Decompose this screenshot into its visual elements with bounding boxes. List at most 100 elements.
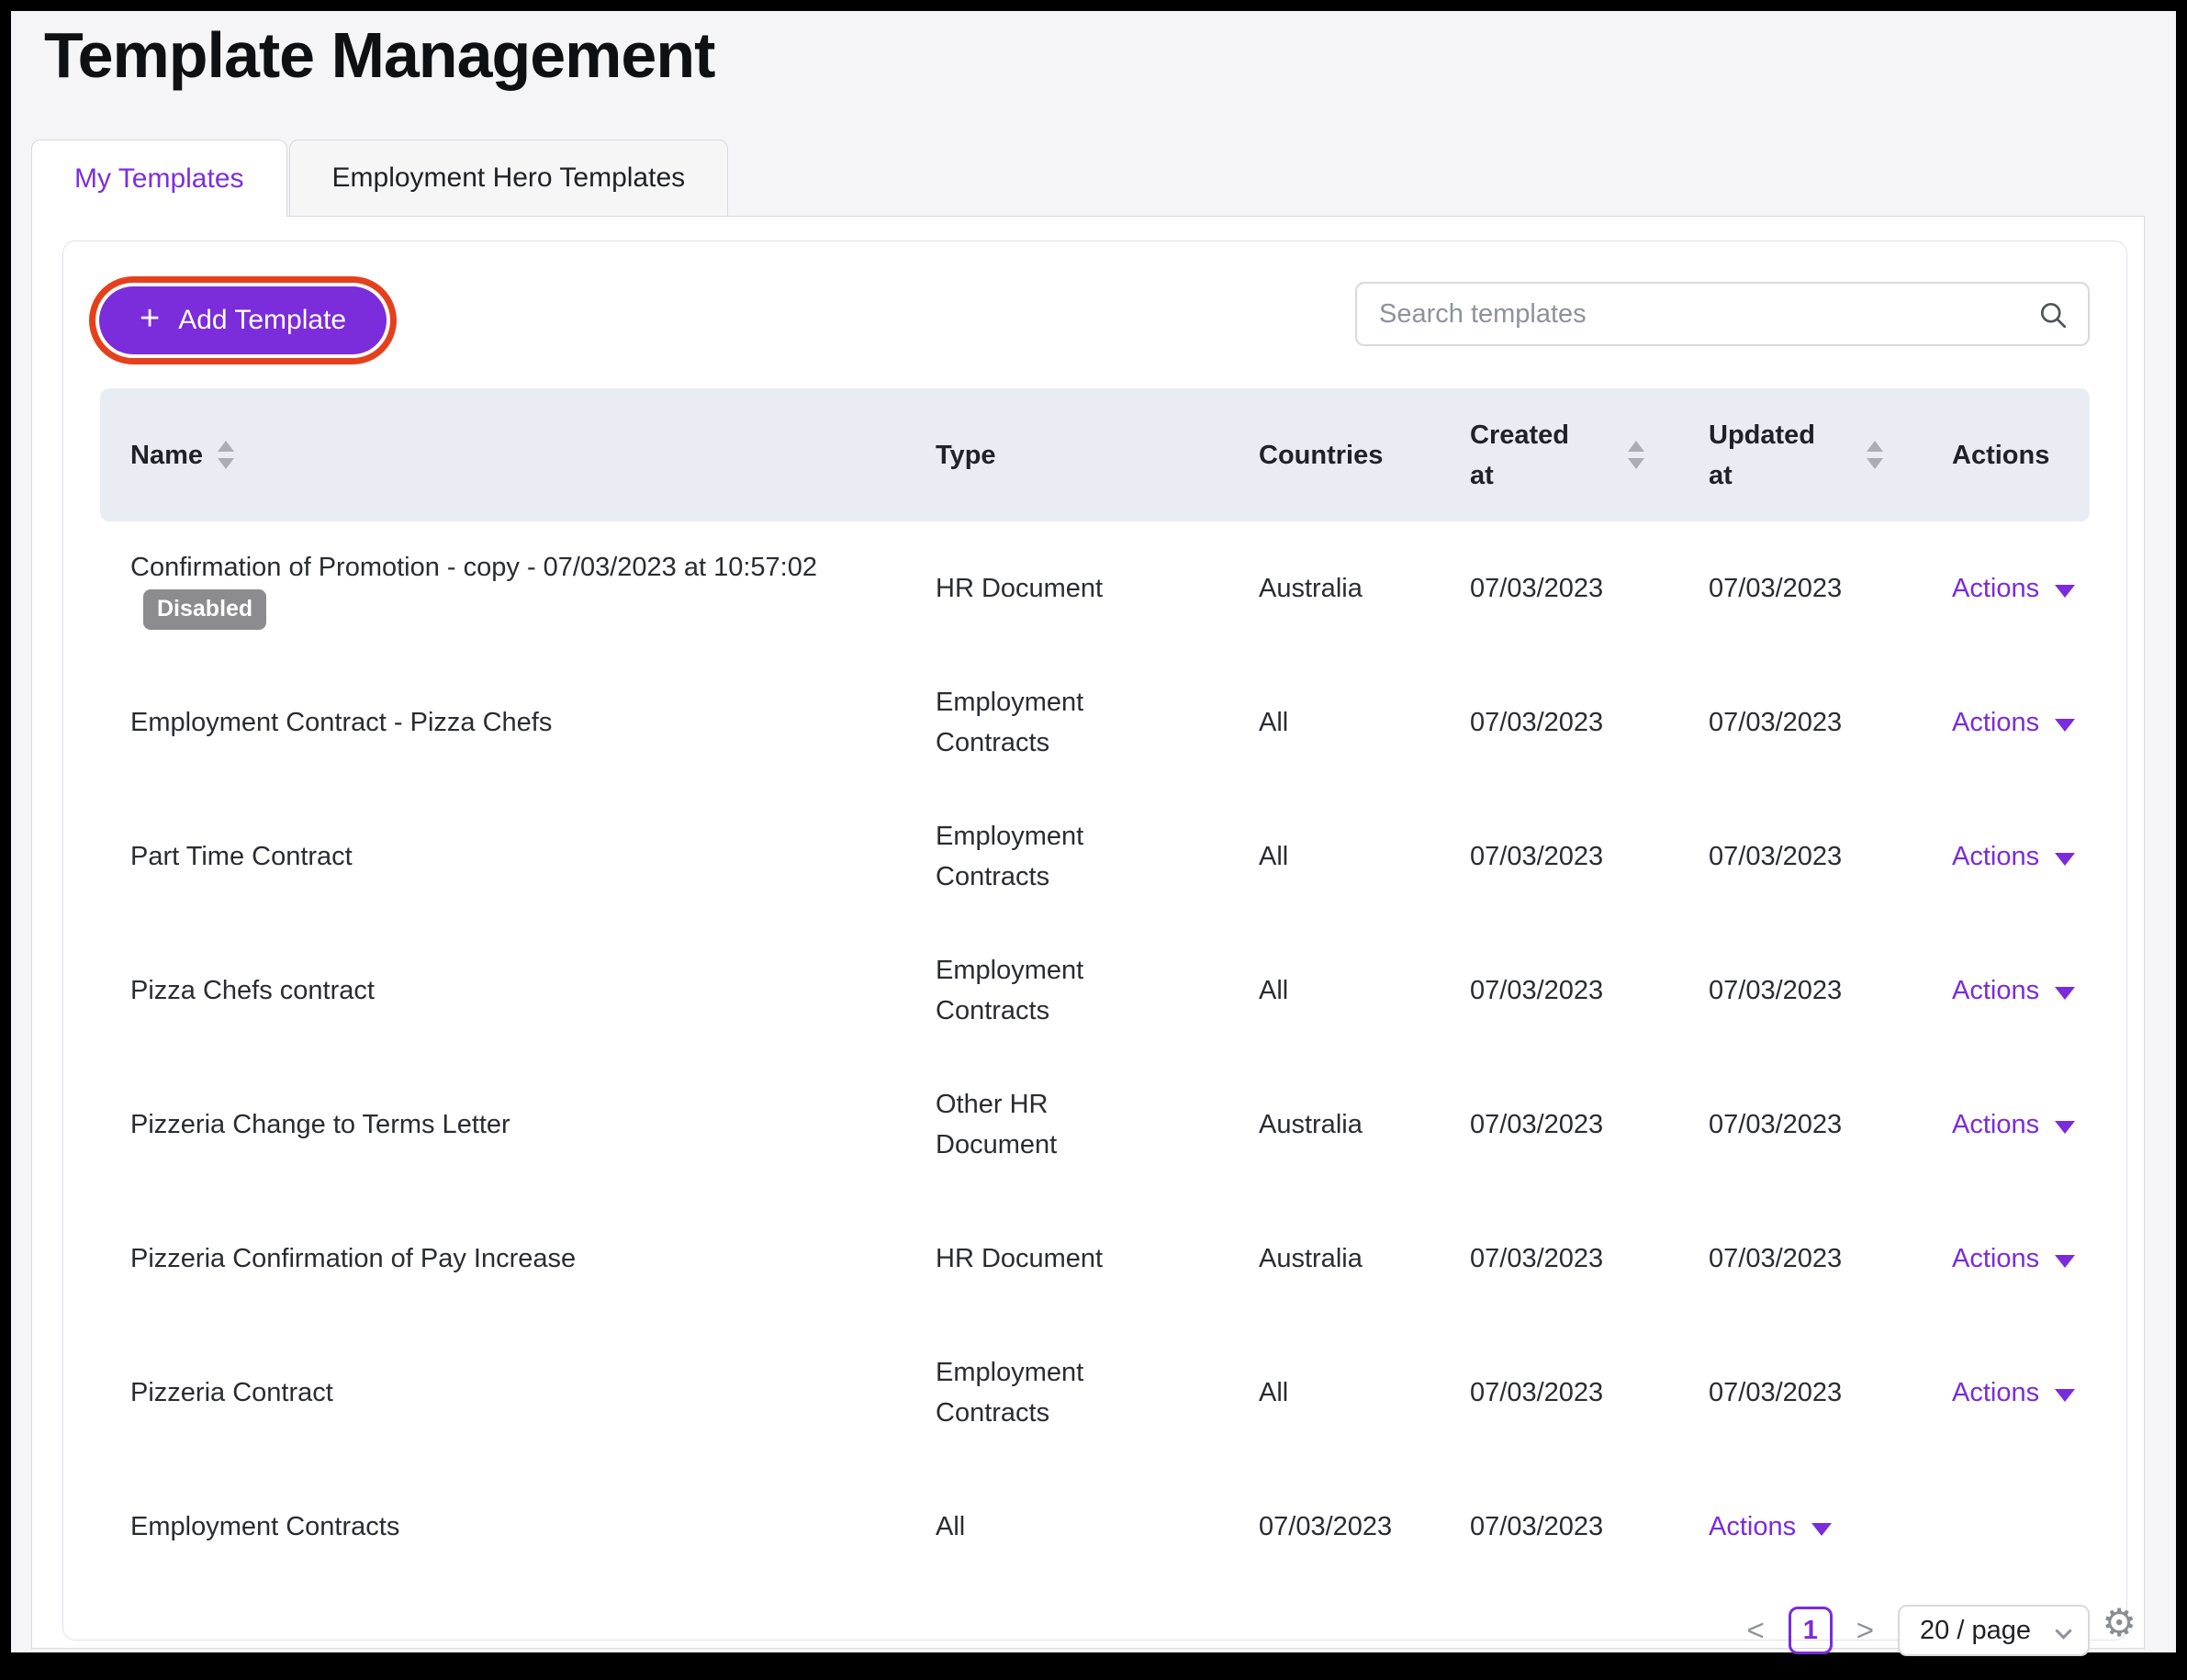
gear-icon[interactable]: ⚙	[2102, 1600, 2137, 1645]
cell-actions: Actions	[1952, 1378, 2090, 1408]
cell-actions: Actions	[1952, 1110, 2090, 1140]
column-header-actions: Actions	[1952, 435, 2090, 476]
cell-countries: All	[1259, 707, 1289, 737]
cell-updated-at: 07/03/2023	[1709, 707, 1843, 737]
cell-created-at: 07/03/2023	[1470, 1511, 1604, 1541]
cell-created-at: 07/03/2023	[1470, 1377, 1604, 1407]
template-name: Pizza Chefs contract	[130, 976, 375, 1005]
sort-icon	[1628, 441, 1644, 469]
page-size-label: 20 / page	[1920, 1615, 2031, 1645]
caret-down-icon	[2055, 986, 2076, 1000]
template-name: Pizzeria Change to Terms Letter	[130, 1110, 510, 1139]
cell-created-at: 07/03/2023	[1470, 841, 1604, 871]
cell-type: Employment Contracts	[936, 956, 1084, 1025]
cell-name: Employment Contracts	[130, 1506, 936, 1548]
row-actions-dropdown[interactable]: Actions	[1952, 975, 2076, 1006]
chevron-down-icon	[2055, 1622, 2072, 1640]
caret-down-icon	[2055, 718, 2076, 732]
row-actions-dropdown[interactable]: Actions	[1952, 1243, 2076, 1274]
add-template-label: Add Template	[178, 305, 347, 335]
caret-down-icon	[2055, 1388, 2076, 1402]
page-number-button[interactable]: 1	[1788, 1607, 1833, 1654]
actions-label: Actions	[1952, 573, 2040, 603]
cell-countries: All	[1259, 1377, 1289, 1407]
table-header: Name Type Countries Created at Updated a…	[100, 388, 2090, 521]
cell-created-at: 07/03/2023	[1470, 1109, 1604, 1139]
cell-name: Employment Contract - Pizza Chefs	[130, 701, 936, 744]
cell-countries: Australia	[1259, 1243, 1363, 1273]
column-header-created-at[interactable]: Created at	[1470, 415, 1709, 496]
actions-label: Actions	[1952, 1377, 2040, 1407]
table-row: Employment Contract - Pizza Chefs Employ…	[100, 655, 2090, 790]
cell-updated-at: Actions	[1709, 1512, 1952, 1542]
cell-type: Employment Contracts	[936, 822, 1084, 891]
template-name: Pizzeria Confirmation of Pay Increase	[130, 1244, 577, 1273]
cell-name: Confirmation of Promotion - copy - 07/03…	[130, 546, 936, 631]
cell-type: HR Document	[936, 574, 1104, 603]
template-name: Pizzeria Contract	[130, 1378, 333, 1407]
page-title: Template Management	[44, 19, 715, 91]
cell-countries: Australia	[1259, 573, 1363, 603]
cell-created-at: 07/03/2023	[1470, 707, 1604, 737]
tab-content-panel: + Add Template Name	[31, 216, 2145, 1656]
cell-name: Pizzeria Change to Terms Letter	[130, 1103, 936, 1146]
cell-updated-at: 07/03/2023	[1709, 1243, 1843, 1273]
cell-actions: Actions	[1952, 708, 2090, 738]
row-actions-dropdown[interactable]: Actions	[1952, 842, 2076, 872]
tab-my-templates[interactable]: My Templates	[31, 140, 287, 217]
annotation-highlight-ring: + Add Template	[89, 276, 398, 364]
table-row: Part Time Contract Employment Contracts …	[100, 790, 2090, 924]
actions-label: Actions	[1952, 975, 2040, 1005]
caret-down-icon	[2055, 852, 2076, 866]
sort-icon	[1867, 441, 1883, 469]
table-row: Employment Contracts All 07/03/2023 07/0…	[100, 1460, 2090, 1594]
cell-actions: Actions	[1952, 842, 2090, 872]
page-size-select[interactable]: 20 / page	[1898, 1605, 2090, 1656]
caret-down-icon	[2055, 1120, 2076, 1134]
row-actions-dropdown[interactable]: Actions	[1952, 708, 2076, 738]
search-box	[1355, 282, 2090, 346]
add-template-button[interactable]: + Add Template	[99, 286, 387, 354]
cell-name: Pizza Chefs contract	[130, 969, 936, 1012]
cell-created-at: 07/03/2023	[1470, 975, 1604, 1005]
table-row: Pizzeria Contract Employment Contracts A…	[100, 1326, 2090, 1460]
tab-employment-hero-templates[interactable]: Employment Hero Templates	[288, 140, 729, 217]
pagination: < 1 > 20 / page	[100, 1594, 2090, 1680]
caret-down-icon	[2055, 1254, 2076, 1268]
status-badge: Disabled	[143, 589, 267, 630]
cell-created-at: 07/03/2023	[1470, 1243, 1604, 1273]
cell-updated-at: 07/03/2023	[1709, 975, 1843, 1005]
actions-label: Actions	[1952, 1243, 2040, 1273]
cell-name: Pizzeria Contract	[130, 1372, 936, 1414]
cell-name: Part Time Contract	[130, 835, 936, 878]
caret-down-icon	[2055, 584, 2076, 598]
cell-type: All	[936, 1512, 966, 1541]
chevron-right-icon[interactable]: >	[1856, 1613, 1875, 1647]
column-label: Actions	[1952, 440, 2050, 470]
search-input[interactable]	[1355, 282, 2090, 346]
template-name: Part Time Contract	[130, 842, 353, 871]
row-actions-dropdown[interactable]: Actions	[1952, 573, 2076, 604]
column-header-countries: Countries	[1259, 435, 1470, 476]
column-header-name[interactable]: Name	[130, 435, 936, 476]
table-row: Pizzeria Confirmation of Pay Increase HR…	[100, 1192, 2090, 1326]
row-actions-dropdown[interactable]: Actions	[1952, 1110, 2076, 1140]
cell-countries: All	[1259, 975, 1289, 1005]
cell-actions: Actions	[1952, 574, 2090, 604]
column-header-updated-at[interactable]: Updated at	[1709, 415, 1952, 496]
table-row: Confirmation of Promotion - copy - 07/03…	[100, 521, 2090, 655]
cell-updated-at: 07/03/2023	[1709, 573, 1843, 603]
row-actions-dropdown[interactable]: Actions	[1952, 1377, 2076, 1408]
search-icon	[2040, 302, 2067, 329]
table-row: Pizza Chefs contract Employment Contract…	[100, 924, 2090, 1058]
tab-label: Employment Hero Templates	[331, 162, 686, 193]
caret-down-icon	[1811, 1522, 1833, 1536]
column-header-type: Type	[936, 435, 1259, 476]
column-label: Type	[936, 440, 996, 470]
column-label: Name	[130, 440, 203, 470]
cell-type: HR Document	[936, 1244, 1104, 1273]
actions-label: Actions	[1709, 1511, 1797, 1541]
chevron-left-icon[interactable]: <	[1746, 1613, 1765, 1647]
cell-countries: All	[1259, 841, 1289, 871]
row-actions-dropdown[interactable]: Actions	[1709, 1511, 1833, 1542]
